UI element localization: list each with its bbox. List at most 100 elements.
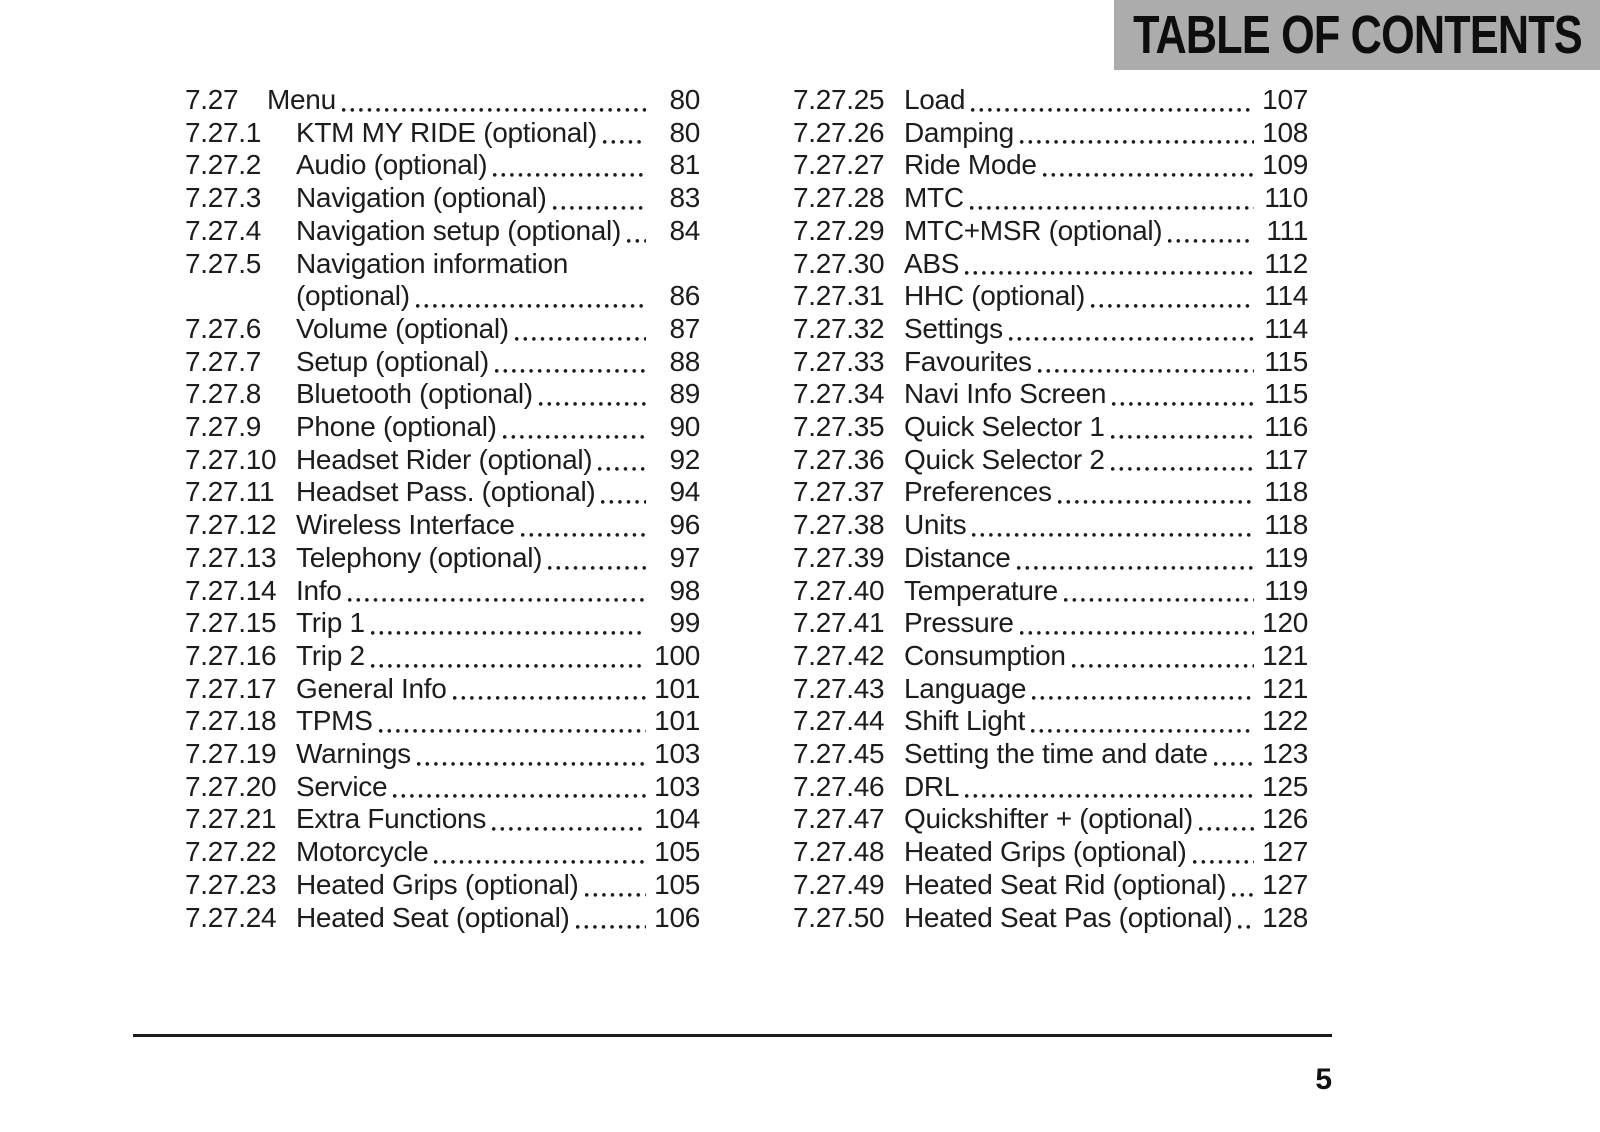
- toc-entry[interactable]: 7.27 Menu 80: [185, 84, 700, 117]
- toc-entry[interactable]: 7.27.48 Heated Grips (optional) 127: [793, 836, 1308, 869]
- toc-entry-title: Warnings: [296, 738, 411, 770]
- toc-entry-page: 80: [669, 84, 700, 115]
- toc-entry[interactable]: 7.27.15 Trip 1 99: [185, 607, 700, 640]
- toc-entry[interactable]: 7.27.16 Trip 2 100: [185, 640, 700, 673]
- dot-leader: [1167, 215, 1255, 248]
- toc-entry-number: 7.27.40: [793, 574, 885, 606]
- toc-entry[interactable]: 7.27.2 Audio (optional) 81: [185, 149, 700, 182]
- toc-entry[interactable]: 7.27.7 Setup (optional) 88: [185, 346, 700, 379]
- toc-entry-number: 7.27.26: [793, 116, 885, 148]
- toc-entry-page: 94: [669, 476, 700, 508]
- toc-entry[interactable]: 7.27.29 MTC+MSR (optional) 111: [793, 215, 1308, 248]
- toc-entry[interactable]: 7.27.25 Load 107: [793, 84, 1308, 117]
- toc-entry[interactable]: 7.27.1 KTM MY RIDE (optional) 80: [185, 117, 700, 150]
- toc-entry[interactable]: 7.27.39 Distance 119: [793, 542, 1308, 575]
- toc-entry-number: 7.27.43: [793, 672, 885, 704]
- toc-entry-page: 121: [1262, 639, 1308, 671]
- toc-entry[interactable]: 7.27.31 HHC (optional) 114: [793, 280, 1308, 313]
- toc-entry-number: 7.27.4: [185, 214, 262, 246]
- toc-entry-title: Menu: [267, 84, 336, 115]
- toc-entry-number: 7.27.27: [793, 149, 885, 181]
- toc-entry-title: Setting the time and date: [904, 738, 1208, 770]
- toc-entry[interactable]: 7.27.45 Setting the time and date 123: [793, 738, 1308, 771]
- toc-entry-number: 7.27.50: [793, 901, 885, 933]
- toc-entry-page: 118: [1264, 476, 1308, 508]
- dot-leader: [575, 902, 647, 935]
- dot-leader: [1231, 869, 1255, 902]
- toc-entry[interactable]: 7.27.36 Quick Selector 2 117: [793, 444, 1308, 477]
- toc-entry[interactable]: 7.27.3 Navigation (optional) 83: [185, 182, 700, 215]
- toc-entry[interactable]: 7.27.28 MTC 110: [793, 182, 1308, 215]
- toc-entry[interactable]: 7.27.9 Phone (optional) 90: [185, 411, 700, 444]
- toc-entry[interactable]: 7.27.14 Info 98: [185, 575, 700, 608]
- toc-entry-page: 122: [1262, 705, 1308, 737]
- toc-entry-title: Ride Mode: [904, 149, 1037, 181]
- page-number: 5: [1315, 1063, 1332, 1096]
- toc-entry[interactable]: 7.27.13 Telephony (optional) 97: [185, 542, 700, 575]
- toc-entry-title: Heated Grips (optional): [904, 836, 1187, 868]
- toc-entry-title: Favourites: [904, 345, 1032, 377]
- toc-entry[interactable]: 7.27.23 Heated Grips (optional) 105: [185, 869, 700, 902]
- toc-entry-number: 7.27.21: [185, 803, 277, 835]
- dot-leader: [1237, 902, 1255, 935]
- toc-entry[interactable]: 7.27.35 Quick Selector 1 116: [793, 411, 1308, 444]
- toc-entry[interactable]: 7.27.38 Units 118: [793, 509, 1308, 542]
- toc-entry[interactable]: 7.27.43 Language 121: [793, 673, 1308, 706]
- toc-entry[interactable]: 7.27.27 Ride Mode 109: [793, 149, 1308, 182]
- toc-entry-number: 7.27.36: [793, 443, 885, 475]
- toc-entry-title: Motorcycle: [296, 836, 429, 868]
- toc-entry[interactable]: 7.27.37 Preferences 118: [793, 476, 1308, 509]
- footer-divider: [133, 1034, 1332, 1037]
- toc-entry[interactable]: 7.27.22 Motorcycle 105: [185, 836, 700, 869]
- toc-entry-title: Units: [904, 509, 967, 541]
- toc-entry[interactable]: 7.27.32 Settings 114: [793, 313, 1308, 346]
- toc-entry[interactable]: 7.27.42 Consumption 121: [793, 640, 1308, 673]
- toc-entry[interactable]: 7.27.44 Shift Light 122: [793, 705, 1308, 738]
- toc-entry[interactable]: 7.27.17 General Info 101: [185, 673, 700, 706]
- toc-entry-number: 7.27.37: [793, 476, 885, 508]
- toc-entry-page: 121: [1262, 672, 1308, 704]
- toc-entry-title: Navigation (optional): [296, 182, 547, 214]
- toc-entry[interactable]: 7.27.12 Wireless Interface 96: [185, 509, 700, 542]
- toc-entry[interactable]: 7.27.47 Quickshifter + (optional) 126: [793, 803, 1308, 836]
- toc-entry-page: 109: [1262, 149, 1308, 181]
- toc-entry-page: 101: [654, 705, 700, 737]
- toc-entry[interactable]: 7.27.4 Navigation setup (optional) 84: [185, 215, 700, 248]
- toc-entry[interactable]: 7.27.41 Pressure 120: [793, 607, 1308, 640]
- toc-entry-number: 7.27.15: [185, 607, 277, 639]
- toc-entry[interactable]: 7.27.50 Heated Seat Pas (optional) 128: [793, 902, 1308, 935]
- dot-leader: [1019, 117, 1255, 150]
- toc-entry[interactable]: 7.27.46 DRL 125: [793, 771, 1308, 804]
- toc-entry[interactable]: 7.27.19 Warnings 103: [185, 738, 700, 771]
- toc-entry[interactable]: 7.27.21 Extra Functions 104: [185, 803, 700, 836]
- dot-leader: [969, 182, 1255, 215]
- toc-entry-page: 125: [1262, 770, 1308, 802]
- toc-entry[interactable]: 7.27.11 Headset Pass. (optional) 94: [185, 476, 700, 509]
- toc-entry[interactable]: 7.27.18 TPMS 101: [185, 705, 700, 738]
- toc-entry[interactable]: 7.27.10 Headset Rider (optional) 92: [185, 444, 700, 477]
- toc-entry[interactable]: 7.27.20 Service 103: [185, 771, 700, 804]
- toc-entry[interactable]: 7.27.6 Volume (optional) 87: [185, 313, 700, 346]
- toc-entry[interactable]: 7.27.33 Favourites 115: [793, 346, 1308, 379]
- dot-leader: [1057, 476, 1255, 509]
- toc-entry[interactable]: 7.27.5 Navigation information: [185, 248, 700, 281]
- toc-entry[interactable]: 7.27.24 Heated Seat (optional) 106: [185, 902, 700, 935]
- dot-leader: [1111, 378, 1255, 411]
- toc-entry-title: Telephony (optional): [296, 541, 543, 573]
- dot-leader: [1019, 607, 1255, 640]
- toc-entry[interactable]: 7.27.26 Damping 108: [793, 117, 1308, 150]
- dot-leader: [1110, 411, 1255, 444]
- toc-entry-number: 7.27.20: [185, 770, 277, 802]
- toc-entry-title: Heated Seat Rid (optional): [904, 868, 1227, 900]
- toc-entry[interactable]: 7.27.40 Temperature 119: [793, 575, 1308, 608]
- dot-leader: [492, 149, 647, 182]
- toc-entry[interactable]: 7.27.8 Bluetooth (optional) 89: [185, 378, 700, 411]
- toc-entry-number: 7.27.30: [793, 247, 885, 279]
- toc-entry[interactable]: 7.27.30 ABS 112: [793, 248, 1308, 281]
- toc-entry[interactable]: (optional) 86: [185, 280, 700, 313]
- toc-entry[interactable]: 7.27.34 Navi Info Screen 115: [793, 378, 1308, 411]
- toc-entry[interactable]: 7.27.49 Heated Seat Rid (optional) 127: [793, 869, 1308, 902]
- toc-entry-title: Audio (optional): [296, 149, 488, 181]
- toc-entry-page: 123: [1262, 738, 1308, 770]
- toc-entry-number: 7.27.23: [185, 868, 277, 900]
